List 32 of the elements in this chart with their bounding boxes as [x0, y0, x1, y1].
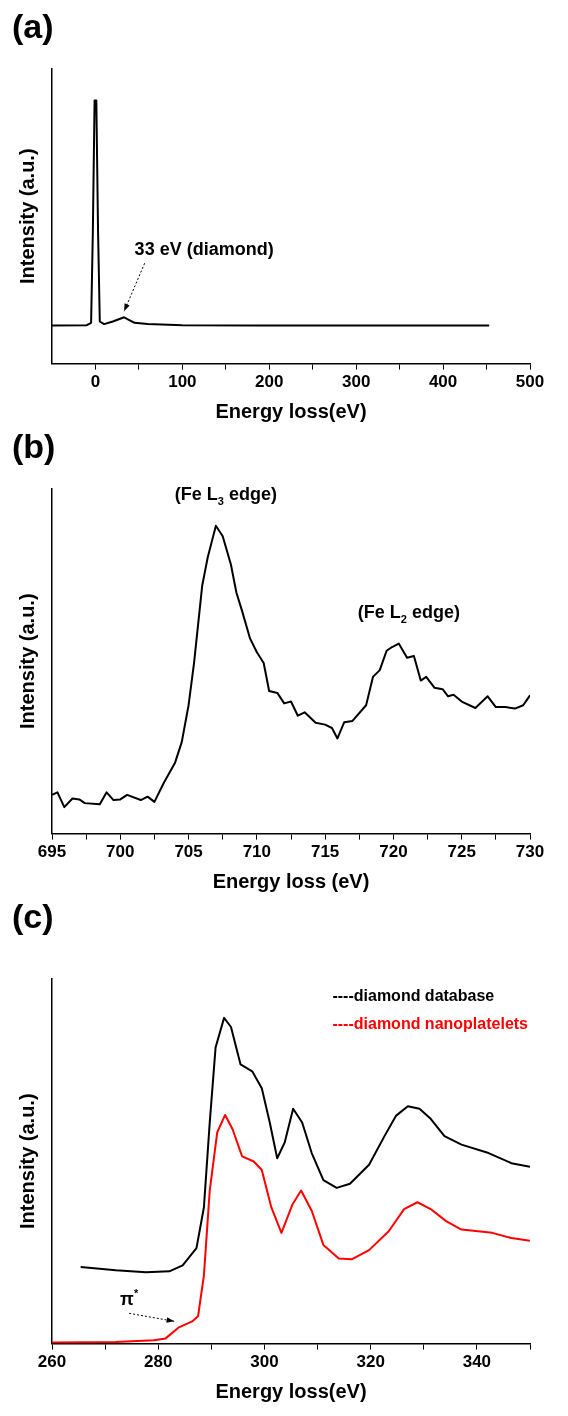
x-axis-title: Energy loss(eV)	[215, 1379, 367, 1402]
chart-title: (b)	[12, 426, 56, 465]
x-tick-label: 260	[37, 1352, 67, 1372]
chart-title: (a)	[12, 6, 54, 45]
x-tick-label: 300	[341, 372, 371, 392]
x-tick-label: 320	[356, 1352, 385, 1372]
y-axis-title: Intensity (a.u.)	[15, 593, 38, 729]
text: ----diamond database	[332, 986, 495, 1004]
y-axis-title: Intensity (a.u.)	[15, 1093, 38, 1229]
x-tick-label: 715	[310, 842, 340, 862]
x-tick-label: 705	[174, 842, 203, 862]
x-tick-label: 340	[462, 1352, 492, 1372]
x-axis-title: Energy loss(eV)	[215, 399, 367, 422]
x-tick-label: 695	[37, 842, 67, 862]
x-tick-label: 710	[242, 842, 272, 862]
x-tick-label: 100	[168, 372, 197, 392]
x-tick-label: 700	[106, 842, 135, 862]
annotation: π*	[120, 1287, 139, 1310]
y-axis-title: Intensity (a.u.)	[15, 148, 38, 284]
x-tick-label: 720	[379, 842, 408, 862]
x-tick-label: 500	[515, 372, 545, 392]
x-tick-label: 730	[515, 842, 545, 862]
x-tick-label: 280	[144, 1352, 173, 1372]
chart-title: (c)	[12, 896, 54, 935]
x-tick-label: 0	[90, 372, 101, 392]
text: ----diamond nanoplatelets	[332, 1014, 529, 1032]
x-tick-label: 400	[428, 372, 458, 392]
x-axis-title: Energy loss (eV)	[212, 869, 370, 892]
x-tick-label: 725	[447, 842, 476, 862]
x-tick-label: 200	[255, 372, 284, 392]
x-tick-label: 300	[250, 1352, 279, 1372]
annotation: 33 eV (diamond)	[134, 239, 274, 260]
